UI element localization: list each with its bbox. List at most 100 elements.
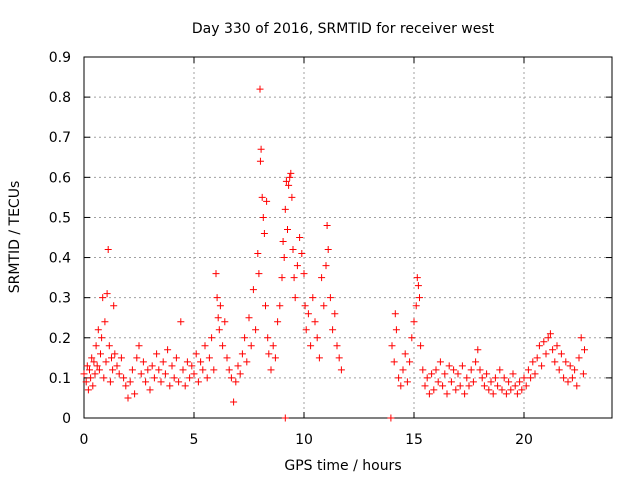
y-tick-label: 0.4: [49, 251, 71, 267]
data-point: [397, 382, 405, 390]
data-point: [225, 366, 233, 374]
data-point: [436, 358, 444, 366]
data-point: [553, 342, 561, 350]
data-point: [142, 378, 150, 386]
data-point: [395, 374, 403, 382]
axis-ticks: 0 0.1 0.2 0.3 0.4 0.5 0.6 0.7 0.8 0.9 0 5 10 15 20: [49, 50, 612, 448]
data-point: [188, 362, 196, 370]
data-point: [284, 225, 291, 233]
data-point: [159, 358, 167, 366]
data-point: [186, 374, 194, 382]
data-point: [544, 334, 552, 342]
data-point: [183, 358, 191, 366]
data-point: [262, 302, 269, 310]
data-point: [215, 326, 223, 334]
data-point: [144, 366, 152, 374]
data-point: [254, 250, 262, 258]
data-point: [172, 354, 180, 362]
data-point: [311, 318, 319, 326]
data-point: [487, 378, 495, 386]
data-point: [467, 366, 475, 374]
data-point: [256, 85, 264, 93]
data-point: [276, 302, 284, 310]
data-point: [326, 294, 334, 302]
data-point: [291, 294, 299, 302]
x-tick-label: 20: [515, 432, 533, 448]
data-point: [255, 270, 263, 278]
data-point: [238, 350, 246, 358]
data-point: [522, 382, 530, 390]
data-point: [265, 350, 273, 358]
data-point: [507, 386, 515, 394]
data-point: [465, 382, 473, 390]
data-point: [232, 378, 240, 386]
data-point: [161, 370, 169, 378]
data-point: [103, 290, 111, 298]
data-point: [516, 378, 524, 386]
data-point: [450, 366, 458, 374]
data-point: [131, 390, 139, 398]
data-point: [205, 354, 213, 362]
data-point: [113, 362, 121, 370]
data-point: [454, 370, 462, 378]
y-tick-label: 0.8: [49, 90, 71, 106]
data-point: [109, 366, 117, 374]
data-point: [84, 386, 92, 394]
y-tick-label: 0.5: [49, 210, 71, 226]
data-point: [483, 370, 491, 378]
data-point: [562, 358, 570, 366]
data-point: [480, 382, 488, 390]
data-point: [296, 234, 304, 241]
data-point: [274, 318, 282, 326]
data-point: [333, 342, 341, 350]
data-point: [82, 378, 90, 386]
data-point: [527, 374, 535, 382]
x-axis-label: GPS time / hours: [284, 458, 401, 474]
data-point: [425, 390, 433, 398]
data-point: [476, 366, 484, 374]
data-point: [577, 334, 585, 342]
data-point: [190, 370, 198, 378]
data-point: [102, 358, 110, 366]
data-point: [509, 370, 517, 378]
data-point: [263, 197, 271, 205]
data-point: [546, 330, 554, 338]
data-point: [489, 390, 497, 398]
data-point: [175, 378, 183, 386]
data-point: [538, 362, 546, 370]
data-point: [533, 354, 541, 362]
data-points: [80, 85, 588, 422]
data-point: [281, 205, 289, 213]
data-point: [428, 370, 436, 378]
x-tick-label: 10: [295, 432, 313, 448]
data-point: [234, 362, 242, 370]
data-point: [463, 374, 471, 382]
data-point: [100, 374, 108, 382]
data-point: [267, 366, 275, 374]
data-point: [564, 378, 572, 386]
plot-frame: [83, 56, 613, 419]
data-point: [269, 342, 277, 350]
data-point: [227, 374, 235, 382]
data-point: [414, 282, 422, 290]
data-point: [560, 374, 568, 382]
data-point: [337, 366, 345, 374]
data-point: [97, 350, 104, 358]
data-point: [104, 246, 112, 254]
data-point: [247, 342, 255, 350]
data-point: [441, 370, 449, 378]
data-point: [391, 310, 399, 318]
data-point: [458, 362, 466, 370]
data-point: [105, 342, 113, 350]
data-point: [513, 390, 521, 398]
data-point: [258, 193, 266, 201]
data-point: [399, 366, 407, 374]
data-point: [201, 342, 209, 350]
data-point: [413, 274, 421, 282]
data-point: [197, 358, 205, 366]
data-point: [575, 354, 583, 362]
y-tick-label: 0.6: [49, 170, 71, 186]
data-point: [472, 358, 480, 366]
data-point: [485, 386, 493, 394]
data-point: [318, 274, 326, 282]
